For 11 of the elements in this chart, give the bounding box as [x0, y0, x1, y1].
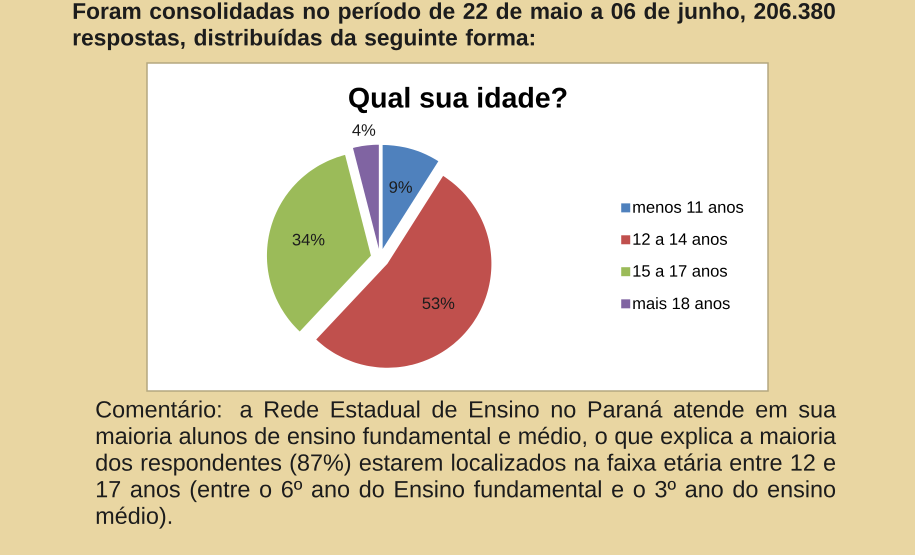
- text: Foram consolidadas no período de 22 de maio a 06 de junho, 206.380 respostas, distribuídas da seguinte forma:: [74, 2, 835, 50]
- data-label: 34%: [292, 234, 324, 246]
- legend-label: mais 18 anos: [633, 297, 730, 310]
- chart-title: Qual sua idade?: [349, 86, 566, 114]
- legend-label: 15 a 17 anos: [633, 265, 727, 277]
- legend-label: 12 a 14 anos: [633, 233, 727, 245]
- text: Comentário: a Rede Estadual de Ensino no Paraná atende em sua maioria alunos de ensino fundamental e médio, o que explica a maioria dos respondentes (87%) estarem localizados na faixa etária entre 12 e 17 anos (entre o 6º ano do Ensino fundamental e o 3º ano do ensino médio).: [96, 400, 836, 529]
- data-label: 9%: [389, 181, 412, 193]
- data-label: 4%: [352, 124, 376, 136]
- data-label: 53%: [422, 297, 454, 310]
- legend-label: menos 11 anos: [633, 201, 744, 213]
